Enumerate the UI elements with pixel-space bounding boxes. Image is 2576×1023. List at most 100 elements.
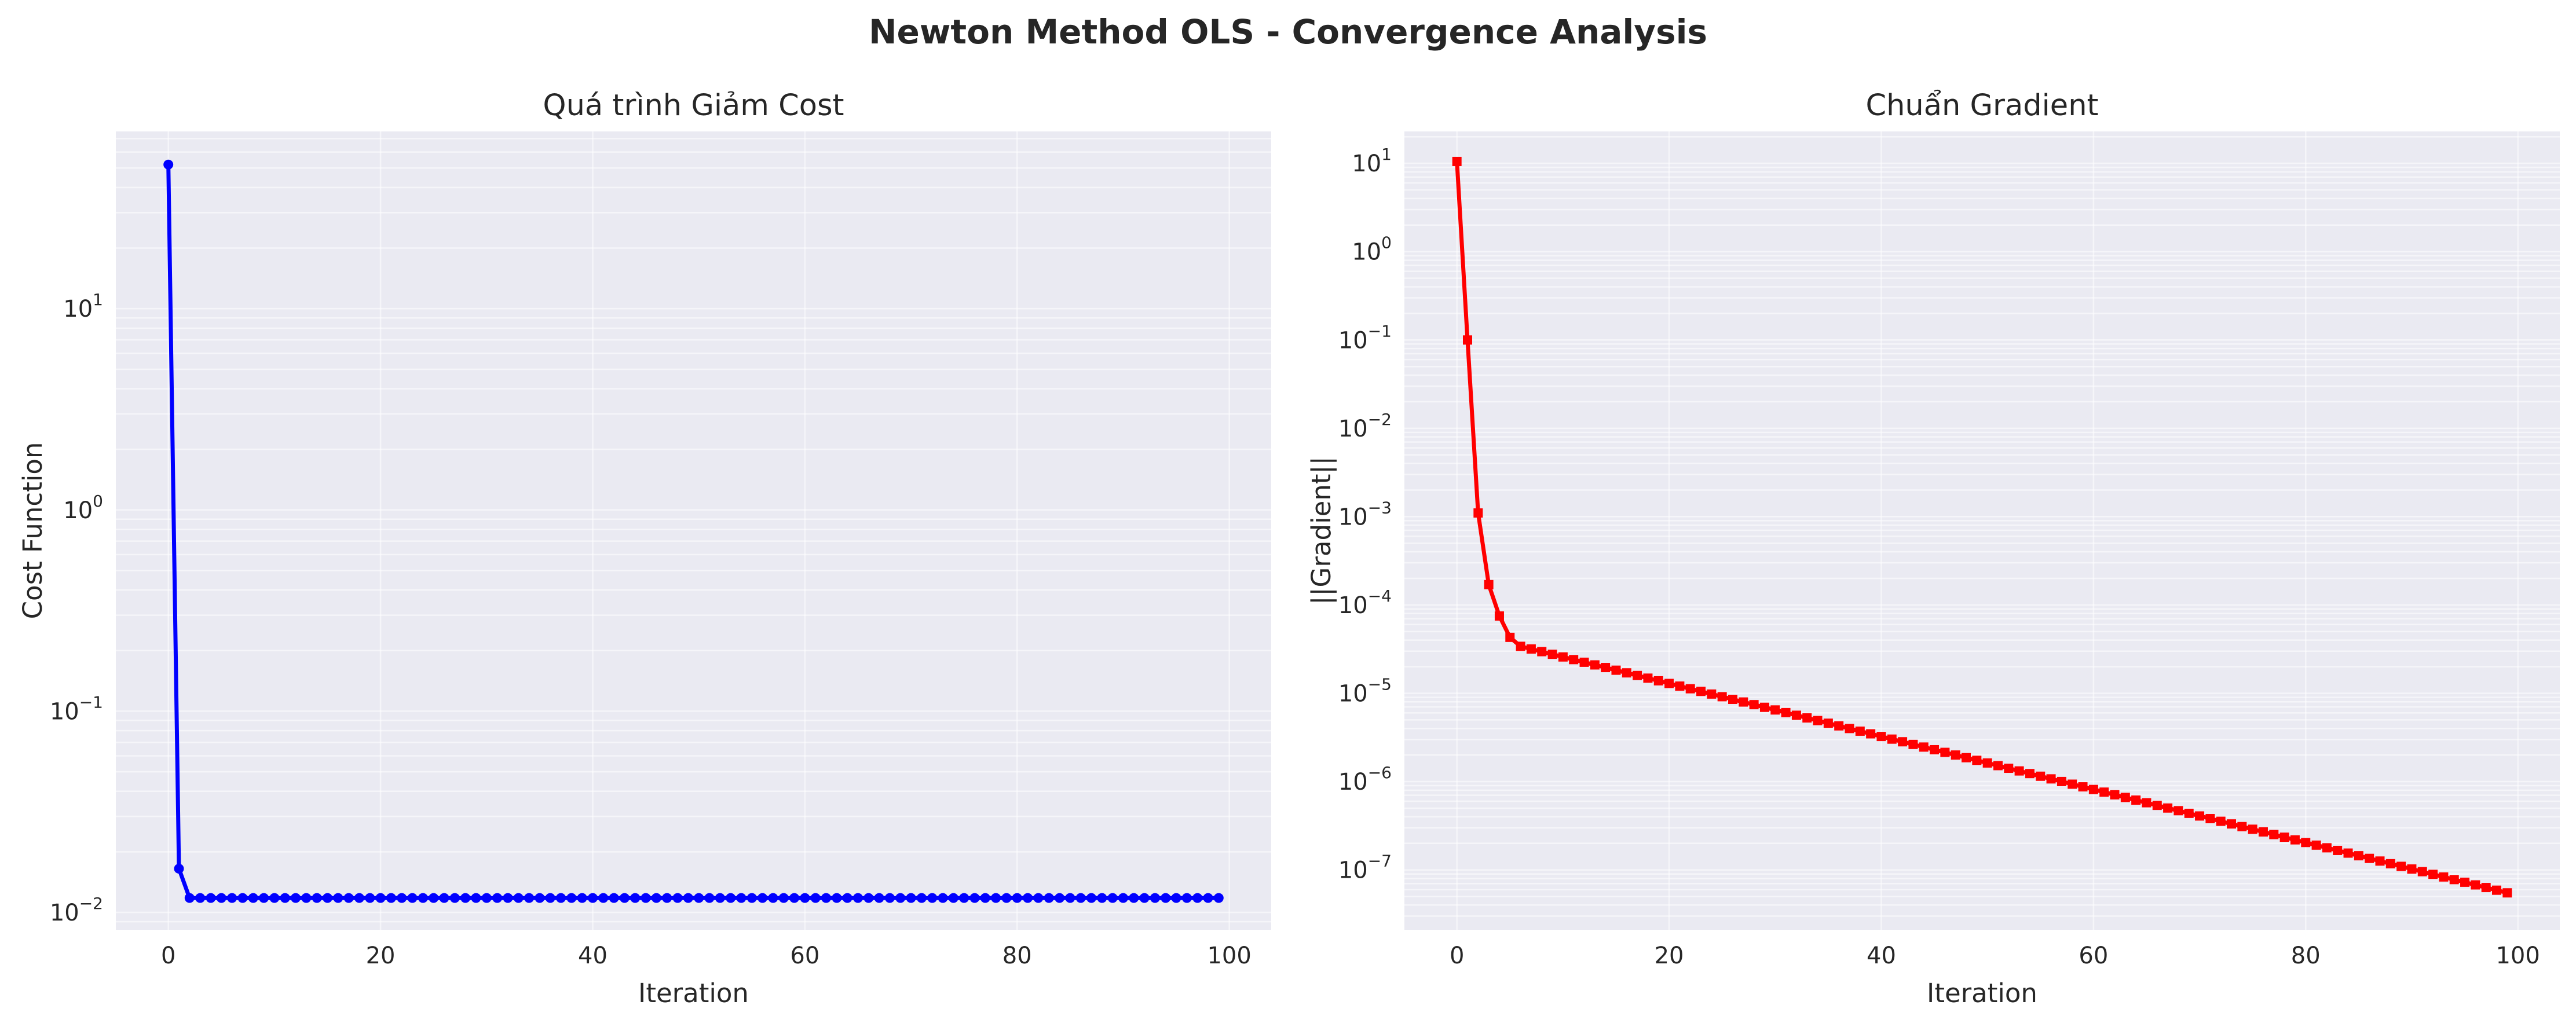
data-point <box>1012 893 1022 903</box>
data-point <box>1494 611 1504 621</box>
data-point <box>1075 893 1086 903</box>
data-point <box>2216 816 2226 826</box>
data-point <box>1547 650 1557 659</box>
data-point <box>184 893 195 903</box>
data-point <box>1558 652 1568 662</box>
data-point <box>397 893 407 903</box>
data-point <box>2205 814 2215 824</box>
x-axis-label: Iteration <box>1927 978 2037 1009</box>
data-point <box>938 893 948 903</box>
data-point <box>704 893 715 903</box>
data-point <box>1823 718 1833 728</box>
data-point <box>1919 742 1929 752</box>
data-point <box>2417 867 2427 877</box>
data-point <box>248 893 258 903</box>
figure-title: Newton Method OLS - Convergence Analysis <box>869 12 1707 52</box>
data-point <box>2502 888 2512 898</box>
data-point <box>2322 843 2332 853</box>
data-point <box>821 893 831 903</box>
y-axis-label: Cost Function <box>17 442 48 619</box>
x-tick-label: 20 <box>1655 943 1684 969</box>
data-point <box>2227 819 2237 829</box>
data-point <box>1876 732 1886 742</box>
data-point <box>1633 670 1642 680</box>
data-point <box>1749 700 1759 710</box>
data-point <box>2152 801 2162 811</box>
series-line <box>1455 161 2508 895</box>
y-axis-label: ||Gradient|| <box>1306 456 1337 605</box>
series-line <box>166 164 1219 900</box>
data-point <box>1962 753 1971 762</box>
x-tick-label: 20 <box>366 943 396 969</box>
data-point <box>291 893 301 903</box>
data-point <box>1118 893 1128 903</box>
data-point <box>1675 681 1685 691</box>
data-point <box>312 893 322 903</box>
data-point <box>1516 641 1525 651</box>
data-point <box>1664 679 1674 688</box>
data-point <box>2195 811 2205 821</box>
data-point <box>1866 729 1876 739</box>
data-point <box>354 893 364 903</box>
data-point <box>1728 694 1737 704</box>
x-tick-label: 100 <box>1207 943 1251 969</box>
data-point <box>1845 724 1854 734</box>
data-point <box>991 893 1001 903</box>
data-point <box>1463 335 1473 345</box>
data-point <box>375 893 386 903</box>
data-point <box>1097 893 1107 903</box>
data-point <box>2290 835 2300 845</box>
data-point <box>2385 859 2395 868</box>
data-point <box>2131 795 2141 805</box>
data-point <box>2301 838 2311 848</box>
data-point <box>874 893 884 903</box>
data-point <box>1685 684 1695 694</box>
data-point <box>1791 710 1801 720</box>
x-tick-label: 0 <box>161 943 175 969</box>
data-point <box>630 893 641 903</box>
data-point <box>1781 707 1791 717</box>
data-point <box>2237 822 2247 831</box>
data-point <box>1171 893 1181 903</box>
data-point <box>948 893 958 903</box>
data-point <box>1993 761 2003 771</box>
data-point <box>2471 880 2480 890</box>
data-point <box>2279 833 2289 842</box>
data-point <box>842 893 852 903</box>
data-point <box>1759 702 1769 712</box>
data-point <box>503 893 513 903</box>
y-tick-label: 10−1 <box>1338 321 1392 354</box>
data-point <box>2481 883 2491 893</box>
data-point <box>1033 893 1044 903</box>
data-point <box>1887 734 1897 744</box>
data-point <box>449 893 460 903</box>
data-point <box>460 893 471 903</box>
data-point <box>1717 692 1727 702</box>
x-tick-label: 60 <box>2079 943 2108 969</box>
y-tick-label: 10−1 <box>50 692 103 725</box>
x-tick-label: 100 <box>2496 943 2540 969</box>
data-point <box>2184 808 2194 818</box>
data-point <box>2088 784 2098 794</box>
data-point <box>577 893 587 903</box>
data-point <box>959 893 969 903</box>
y-tick-label: 100 <box>1352 233 1392 266</box>
data-point <box>2099 787 2109 797</box>
y-tick-label: 101 <box>1352 145 1392 177</box>
y-tick-label: 10−2 <box>50 894 103 926</box>
data-point <box>259 893 269 903</box>
data-point <box>1526 644 1536 654</box>
data-point <box>1908 739 1918 749</box>
data-point <box>1086 893 1096 903</box>
x-tick-label: 80 <box>2291 943 2321 969</box>
data-point <box>333 893 343 903</box>
data-point <box>1161 893 1171 903</box>
data-point <box>2311 840 2321 850</box>
data-point <box>1203 893 1213 903</box>
plot-area <box>116 131 1271 930</box>
data-point <box>863 893 874 903</box>
data-point <box>2460 877 2470 887</box>
data-point <box>810 893 821 903</box>
data-point <box>587 893 598 903</box>
data-point <box>1855 726 1865 736</box>
